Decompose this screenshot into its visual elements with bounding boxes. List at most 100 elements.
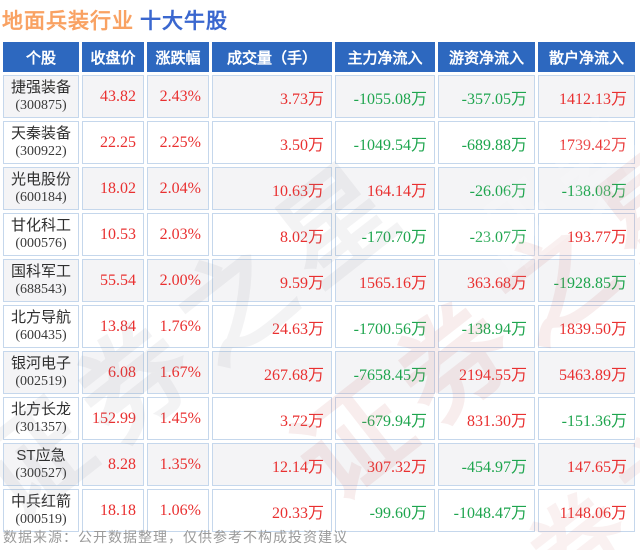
main-inflow-cell: -1049.54万	[335, 121, 435, 164]
stock-name-cell: 甘化科工 (000576)	[3, 213, 79, 256]
stock-name: 甘化科工	[10, 216, 71, 234]
hotmoney-inflow-cell: 363.68万	[438, 259, 535, 302]
close-price-cell: 6.08	[82, 351, 144, 394]
close-price-cell: 10.53	[82, 213, 144, 256]
change-pct-cell: 2.00%	[147, 259, 209, 302]
stock-code: (300922)	[15, 144, 67, 160]
close-price-cell: 18.02	[82, 167, 144, 210]
col-header-stock: 个股	[3, 42, 79, 72]
change-pct-cell: 1.67%	[147, 351, 209, 394]
change-pct-cell: 1.06%	[147, 489, 209, 532]
main-inflow-cell: 307.32万	[335, 443, 435, 486]
title-industry: 地面兵装行业	[2, 10, 134, 33]
volume-cell: 9.59万	[212, 259, 332, 302]
table-row: 北方长龙 (301357) 152.99 1.45% 3.72万 -679.94…	[3, 397, 635, 440]
stock-code: (301357)	[15, 420, 67, 436]
change-pct-cell: 2.43%	[147, 75, 209, 118]
stock-name-cell: 中兵红箭 (000519)	[3, 489, 79, 532]
change-pct-cell: 2.25%	[147, 121, 209, 164]
page-title: 地面兵装行业 十大牛股	[2, 5, 228, 35]
stock-code: (000519)	[15, 512, 67, 528]
stock-code: (688543)	[15, 282, 67, 298]
volume-cell: 24.63万	[212, 305, 332, 348]
main-inflow-cell: -1700.56万	[335, 305, 435, 348]
retail-inflow-cell: 1148.06万	[538, 489, 635, 532]
hotmoney-inflow-cell: -23.07万	[438, 213, 535, 256]
stock-code: (300875)	[15, 98, 67, 114]
stock-name-cell: 银河电子 (002519)	[3, 351, 79, 394]
stock-name-cell: 北方导航 (600435)	[3, 305, 79, 348]
close-price-cell: 22.25	[82, 121, 144, 164]
table-row: 中兵红箭 (000519) 18.18 1.06% 20.33万 -99.60万…	[3, 489, 635, 532]
stock-name-cell: 国科军工 (688543)	[3, 259, 79, 302]
change-pct-cell: 1.35%	[147, 443, 209, 486]
hotmoney-inflow-cell: -454.97万	[438, 443, 535, 486]
table-row: ST应急 (300527) 8.28 1.35% 12.14万 307.32万 …	[3, 443, 635, 486]
volume-cell: 12.14万	[212, 443, 332, 486]
stock-name: ST应急	[16, 446, 66, 464]
col-header-retail-inflow: 散户净流入	[538, 42, 635, 72]
retail-inflow-cell: 1412.13万	[538, 75, 635, 118]
volume-cell: 10.63万	[212, 167, 332, 210]
main-inflow-cell: 164.14万	[335, 167, 435, 210]
table-row: 光电股份 (600184) 18.02 2.04% 10.63万 164.14万…	[3, 167, 635, 210]
main-inflow-cell: -99.60万	[335, 489, 435, 532]
stock-name: 捷强装备	[10, 78, 71, 96]
volume-cell: 3.50万	[212, 121, 332, 164]
table-row: 国科军工 (688543) 55.54 2.00% 9.59万 1565.16万…	[3, 259, 635, 302]
stock-code: (000576)	[15, 236, 67, 252]
volume-cell: 20.33万	[212, 489, 332, 532]
table-row: 北方导航 (600435) 13.84 1.76% 24.63万 -1700.5…	[3, 305, 635, 348]
volume-cell: 3.73万	[212, 75, 332, 118]
hotmoney-inflow-cell: -26.06万	[438, 167, 535, 210]
hotmoney-inflow-cell: 831.30万	[438, 397, 535, 440]
top-stocks-table: 个股 收盘价 涨跌幅 成交量（手） 主力净流入 游资净流入 散户净流入 捷强装备…	[0, 39, 638, 535]
retail-inflow-cell: -151.36万	[538, 397, 635, 440]
stock-name-cell: 光电股份 (600184)	[3, 167, 79, 210]
change-pct-cell: 1.45%	[147, 397, 209, 440]
retail-inflow-cell: -1928.85万	[538, 259, 635, 302]
title-suffix: 十大牛股	[140, 10, 228, 33]
main-inflow-cell: -170.70万	[335, 213, 435, 256]
volume-cell: 3.72万	[212, 397, 332, 440]
stock-name-cell: ST应急 (300527)	[3, 443, 79, 486]
close-price-cell: 13.84	[82, 305, 144, 348]
stock-name: 中兵红箭	[10, 492, 71, 510]
retail-inflow-cell: 147.65万	[538, 443, 635, 486]
close-price-cell: 18.18	[82, 489, 144, 532]
table-row: 捷强装备 (300875) 43.82 2.43% 3.73万 -1055.08…	[3, 75, 635, 118]
change-pct-cell: 2.03%	[147, 213, 209, 256]
stock-name: 北方导航	[10, 308, 71, 326]
close-price-cell: 55.54	[82, 259, 144, 302]
hotmoney-inflow-cell: -689.88万	[438, 121, 535, 164]
stock-code: (600184)	[15, 190, 67, 206]
col-header-volume: 成交量（手）	[212, 42, 332, 72]
main-inflow-cell: -679.94万	[335, 397, 435, 440]
stock-name-cell: 北方长龙 (301357)	[3, 397, 79, 440]
stock-name: 天秦装备	[10, 124, 71, 142]
main-inflow-cell: -1055.08万	[335, 75, 435, 118]
hotmoney-inflow-cell: -138.94万	[438, 305, 535, 348]
change-pct-cell: 1.76%	[147, 305, 209, 348]
retail-inflow-cell: -138.08万	[538, 167, 635, 210]
stock-code: (002519)	[15, 374, 67, 390]
close-price-cell: 8.28	[82, 443, 144, 486]
col-header-close-price: 收盘价	[82, 42, 144, 72]
main-inflow-cell: 1565.16万	[335, 259, 435, 302]
hotmoney-inflow-cell: 2194.55万	[438, 351, 535, 394]
volume-cell: 267.68万	[212, 351, 332, 394]
stock-name: 北方长龙	[10, 400, 71, 418]
col-header-change-pct: 涨跌幅	[147, 42, 209, 72]
retail-inflow-cell: 5463.89万	[538, 351, 635, 394]
stock-code: (300527)	[15, 466, 67, 482]
stock-name-cell: 捷强装备 (300875)	[3, 75, 79, 118]
close-price-cell: 43.82	[82, 75, 144, 118]
retail-inflow-cell: 1739.42万	[538, 121, 635, 164]
close-price-cell: 152.99	[82, 397, 144, 440]
stock-code: (600435)	[15, 328, 67, 344]
data-source-note: 数据来源：公开数据整理，仅供参考不构成投资建议	[3, 529, 348, 545]
change-pct-cell: 2.04%	[147, 167, 209, 210]
table-header-row: 个股 收盘价 涨跌幅 成交量（手） 主力净流入 游资净流入 散户净流入	[3, 42, 635, 72]
col-header-hotmoney-inflow: 游资净流入	[438, 42, 535, 72]
